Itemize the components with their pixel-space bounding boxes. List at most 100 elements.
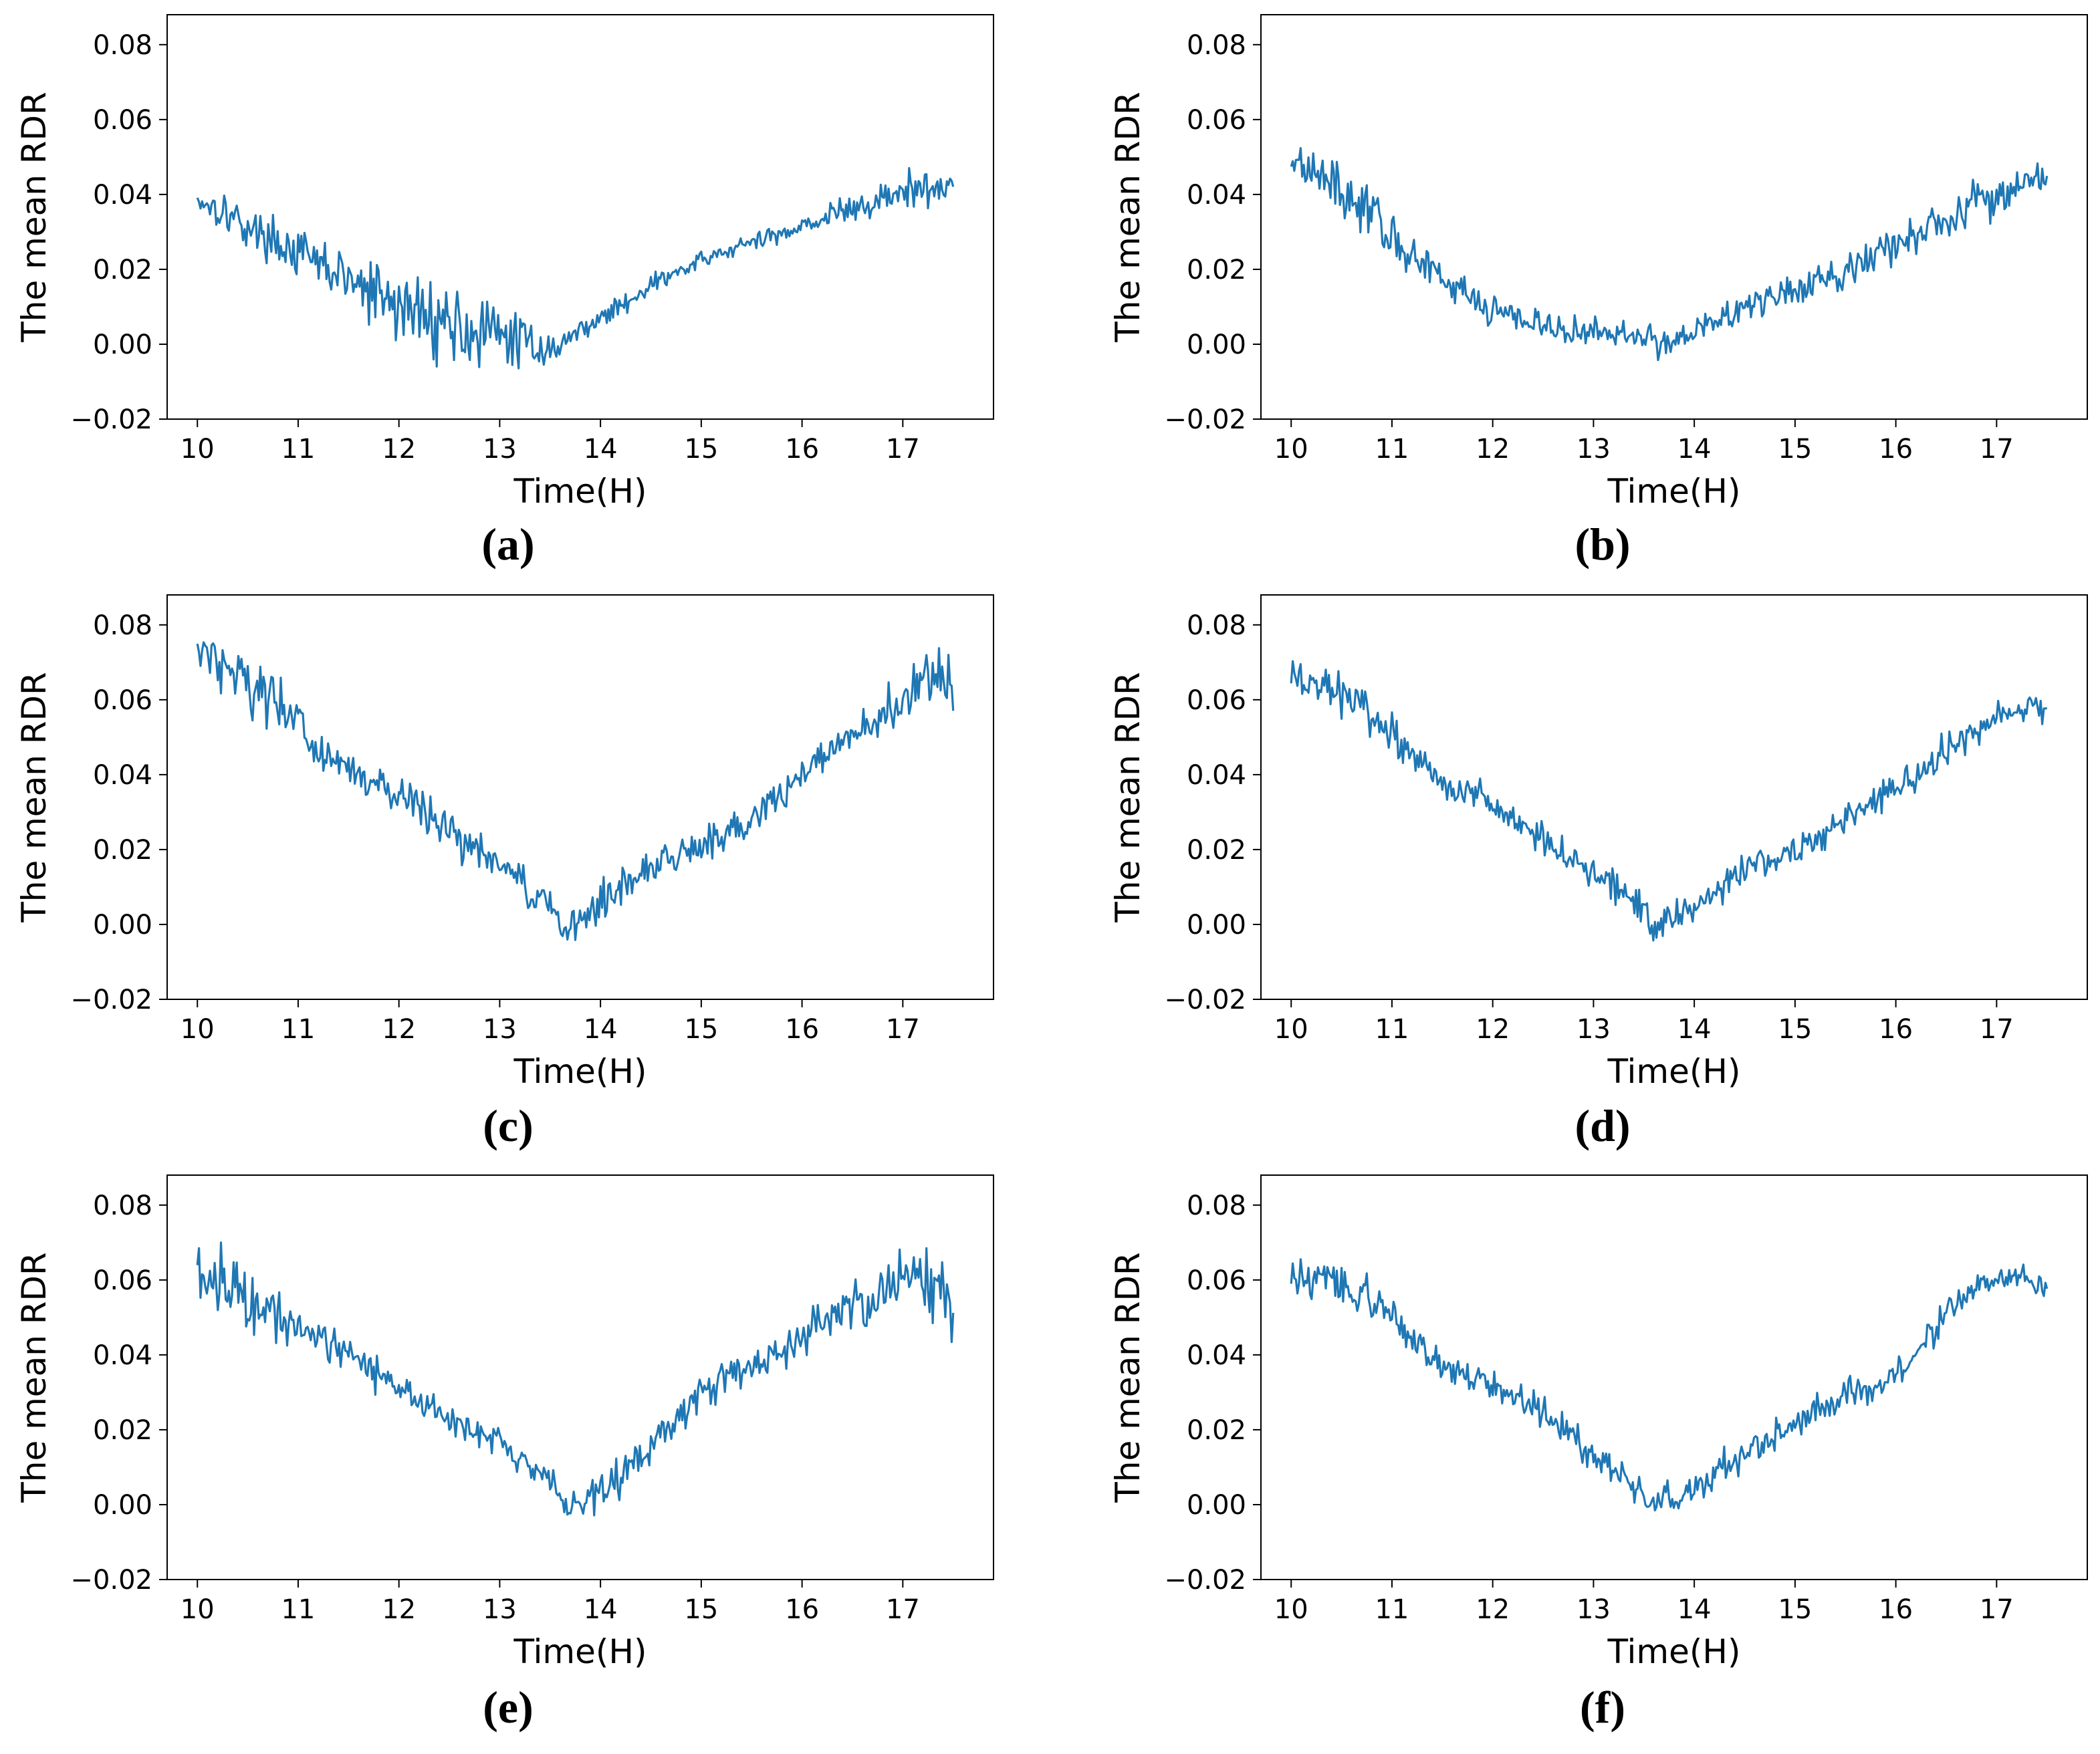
- plot-frame: [166, 594, 994, 1000]
- y-tick-label: 0.06: [1187, 105, 1246, 136]
- x-tick-label: 13: [483, 434, 517, 465]
- series-line: [196, 1241, 955, 1517]
- y-tick-label: 0.04: [93, 1340, 152, 1371]
- caption-c: (c): [483, 1100, 534, 1151]
- y-tick-label: −0.02: [1164, 404, 1246, 435]
- x-tick-label: 15: [1778, 434, 1812, 465]
- x-tick-label: 13: [1577, 1594, 1611, 1625]
- y-tick-label: 0.04: [93, 760, 152, 791]
- x-tick-label: 17: [1980, 1594, 2014, 1625]
- y-axis-label: The mean RDR: [1109, 1252, 1147, 1503]
- x-tick-label: 10: [181, 1014, 215, 1045]
- caption-a: (a): [481, 519, 535, 570]
- x-tick-label: 14: [1677, 434, 1712, 465]
- x-tick-label: 16: [1879, 434, 1913, 465]
- x-tick-label: 17: [1980, 1014, 2014, 1045]
- y-tick-label: 0.08: [1187, 610, 1246, 641]
- x-tick-label: 10: [1274, 1014, 1308, 1045]
- y-tick-label: 0.02: [1187, 1415, 1246, 1446]
- y-tick-label: 0.06: [1187, 685, 1246, 716]
- y-tick-label: 0.02: [93, 1415, 152, 1446]
- x-tick-label: 10: [1274, 434, 1308, 465]
- x-tick-label: 12: [1476, 434, 1510, 465]
- x-tick-label: 16: [1879, 1014, 1913, 1045]
- x-tick-label: 11: [1375, 434, 1409, 465]
- y-tick-label: 0.04: [1187, 180, 1246, 211]
- x-axis-label: Time(H): [513, 472, 647, 511]
- series-line: [1290, 660, 2048, 942]
- y-tick-label: 0.08: [93, 1191, 152, 1221]
- x-tick-label: 16: [785, 1594, 819, 1625]
- caption-b: (b): [1574, 519, 1631, 570]
- x-tick-label: 16: [785, 1014, 819, 1045]
- plot-frame: [166, 1174, 994, 1580]
- x-tick-label: 12: [382, 1594, 416, 1625]
- y-tick-label: 0.00: [93, 1490, 152, 1521]
- x-tick-label: 14: [584, 434, 618, 465]
- chart-panel-e: 10 11 12 13 14 15 16 17 −0.02 0.00 0.02 0.04 0.06 0.0…: [15, 1174, 994, 1671]
- chart-panel-c: 10 11 12 13 14 15 16 17 −0.02 0.00 0.02 0.04 0.06 0.0…: [15, 594, 994, 1091]
- plot-frame: [1260, 1174, 2088, 1580]
- y-tick-label: 0.08: [1187, 1191, 1246, 1221]
- x-tick-label: 12: [382, 1014, 416, 1045]
- x-tick-label: 17: [1980, 434, 2014, 465]
- y-tick-label: −0.02: [1164, 1565, 1246, 1596]
- x-tick-label: 13: [483, 1594, 517, 1625]
- y-axis-label: The mean RDR: [1109, 92, 1147, 343]
- x-tick-label: 16: [785, 434, 819, 465]
- x-axis-label: Time(H): [1607, 472, 1741, 511]
- x-tick-label: 15: [1778, 1594, 1812, 1625]
- x-tick-label: 15: [684, 1594, 718, 1625]
- chart-panel-d: 10 11 12 13 14 15 16 17 −0.02 0.00 0.02 0.04 0.06 0.0…: [1109, 594, 2088, 1091]
- y-tick-label: 0.06: [93, 685, 152, 716]
- x-tick-label: 11: [1375, 1014, 1409, 1045]
- x-tick-label: 15: [684, 1014, 718, 1045]
- y-tick-label: 0.08: [93, 610, 152, 641]
- x-tick-label: 14: [1677, 1594, 1712, 1625]
- y-tick-label: 0.04: [93, 180, 152, 211]
- plot-frame: [1260, 14, 2088, 420]
- plot-frame: [166, 14, 994, 420]
- x-tick-label: 11: [281, 1014, 315, 1045]
- x-tick-label: 14: [1677, 1014, 1712, 1045]
- y-tick-label: 0.08: [1187, 30, 1246, 61]
- x-tick-label: 13: [1577, 1014, 1611, 1045]
- chart-panel-b: 10 11 12 13 14 15 16 17 −0.02 0.00 0.02 0.04 0.06 0.0…: [1109, 14, 2088, 511]
- y-tick-label: 0.00: [1187, 330, 1246, 360]
- x-tick-label: 17: [886, 434, 920, 465]
- y-tick-label: 0.00: [93, 330, 152, 360]
- x-tick-label: 11: [281, 1594, 315, 1625]
- y-tick-label: 0.06: [93, 105, 152, 136]
- series-line: [1290, 147, 2049, 362]
- x-tick-label: 11: [281, 434, 315, 465]
- y-tick-label: 0.02: [93, 835, 152, 866]
- y-tick-label: −0.02: [1164, 985, 1246, 1015]
- x-tick-label: 10: [1274, 1594, 1308, 1625]
- x-axis-label: Time(H): [1607, 1632, 1741, 1671]
- series-line: [196, 641, 955, 941]
- x-axis-label: Time(H): [513, 1052, 647, 1091]
- x-tick-label: 15: [684, 434, 718, 465]
- y-tick-label: −0.02: [70, 404, 152, 435]
- y-tick-label: 0.00: [1187, 910, 1246, 941]
- y-tick-label: 0.02: [1187, 835, 1246, 866]
- x-tick-label: 10: [181, 1594, 215, 1625]
- x-tick-label: 10: [181, 434, 215, 465]
- caption-e: (e): [483, 1682, 534, 1733]
- y-tick-label: −0.02: [70, 1565, 152, 1596]
- y-tick-label: −0.02: [70, 985, 152, 1015]
- y-tick-label: 0.02: [1187, 255, 1246, 285]
- caption-d: (d): [1574, 1100, 1631, 1151]
- chart-panel-f: 10 11 12 13 14 15 16 17 −0.02 0.00 0.02 0.04 0.06 0.0…: [1109, 1174, 2088, 1671]
- y-tick-label: 0.04: [1187, 760, 1246, 791]
- caption-f: (f): [1580, 1682, 1625, 1733]
- x-tick-label: 17: [886, 1014, 920, 1045]
- y-tick-label: 0.02: [93, 255, 152, 285]
- x-tick-label: 14: [584, 1014, 618, 1045]
- series-line: [196, 166, 955, 370]
- x-tick-label: 12: [1476, 1014, 1510, 1045]
- x-tick-label: 15: [1778, 1014, 1812, 1045]
- y-tick-label: 0.00: [93, 910, 152, 941]
- x-axis-label: Time(H): [1607, 1052, 1741, 1091]
